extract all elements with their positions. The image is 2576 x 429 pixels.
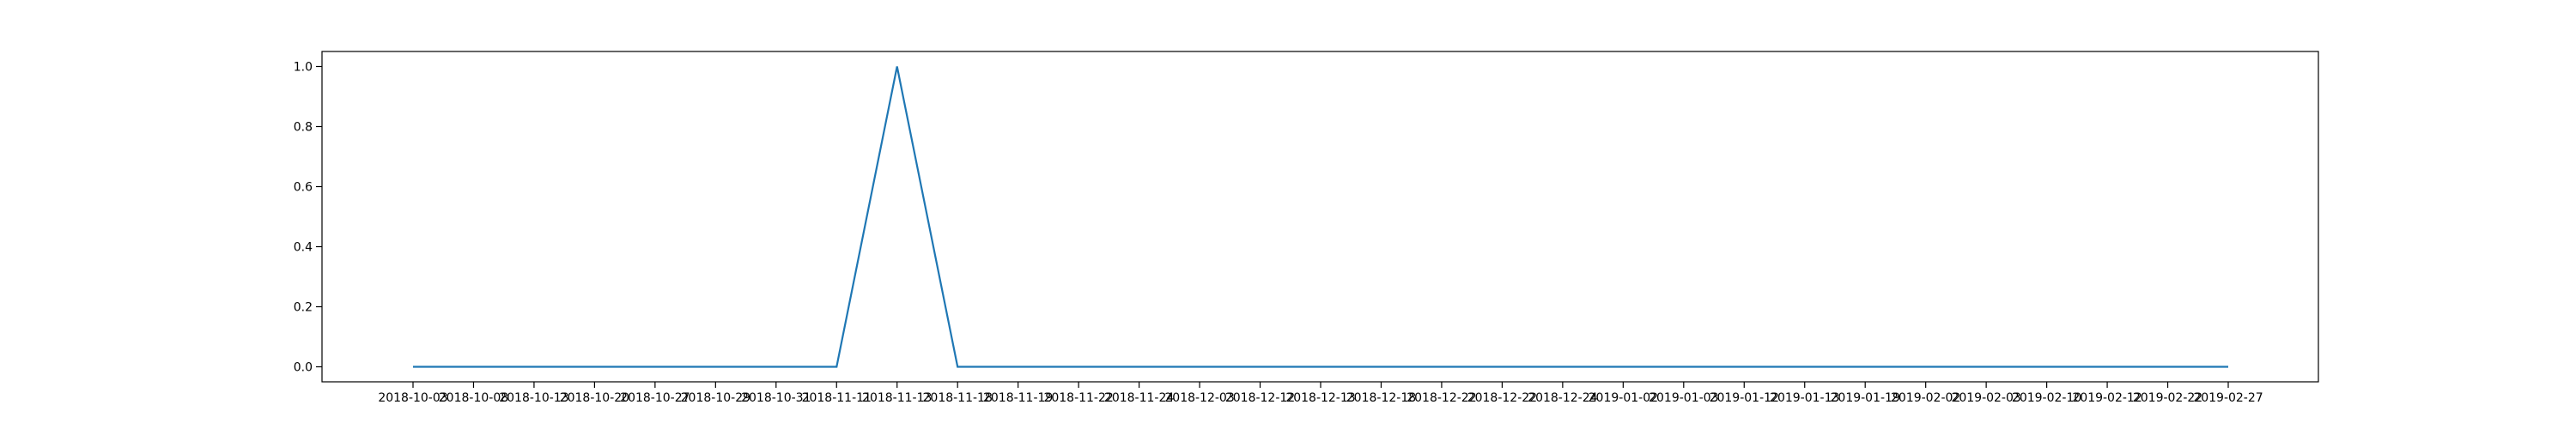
x-tick-label: 2019-02-10 [2012, 391, 2081, 405]
x-tick-label: 2019-02-22 [2133, 391, 2202, 405]
x-tick-label: 2019-01-12 [1710, 391, 1779, 405]
x-tick-label: 2019-02-27 [2193, 391, 2263, 405]
y-tick-label: 0.0 [294, 361, 313, 375]
x-tick-label: 2018-12-22 [1467, 391, 1537, 405]
x-tick-label: 2018-12-13 [1285, 391, 1355, 405]
y-tick-label: 1.0 [294, 61, 313, 75]
x-tick-label: 2019-02-02 [1891, 391, 1960, 405]
x-axis: 2018-10-032018-10-082018-10-132018-10-20… [378, 382, 2263, 405]
x-tick-label: 2018-10-08 [439, 391, 508, 405]
x-tick-label: 2018-11-18 [923, 391, 993, 405]
x-tick-label: 2019-02-12 [2072, 391, 2142, 405]
x-tick-label: 2018-11-11 [802, 391, 872, 405]
x-tick-label: 2019-01-19 [1831, 391, 1900, 405]
x-tick-label: 2018-11-19 [983, 391, 1053, 405]
y-tick-label: 0.2 [294, 301, 313, 315]
series-layer [413, 66, 2228, 368]
x-tick-label: 2018-11-24 [1104, 391, 1174, 405]
x-tick-label: 2019-02-03 [1951, 391, 2020, 405]
x-tick-label: 2018-12-18 [1346, 391, 1416, 405]
series-line [413, 66, 2228, 368]
x-tick-label: 2018-10-13 [499, 391, 568, 405]
plot-frame [321, 51, 2319, 383]
x-tick-label: 2018-12-22 [1406, 391, 1476, 405]
plot-area [322, 51, 2318, 382]
y-tick-label: 0.6 [294, 181, 313, 195]
x-tick-label: 2018-12-12 [1225, 391, 1295, 405]
x-tick-label: 2019-01-13 [1770, 391, 1839, 405]
x-tick-label: 2019-01-02 [1589, 391, 1658, 405]
x-tick-label: 2019-01-03 [1649, 391, 1718, 405]
x-tick-label: 2018-10-29 [681, 391, 750, 405]
x-tick-label: 2018-10-20 [560, 391, 629, 405]
x-tick-label: 2018-12-24 [1528, 391, 1597, 405]
x-tick-label: 2018-11-13 [862, 391, 932, 405]
x-tick-label: 2018-10-31 [741, 391, 811, 405]
y-tick-label: 0.8 [294, 121, 313, 135]
x-tick-label: 2018-10-27 [620, 391, 690, 405]
x-tick-label: 2018-11-22 [1043, 391, 1113, 405]
x-tick-label: 2018-10-03 [378, 391, 447, 405]
y-axis: 0.0 0.2 0.4 0.6 0.8 1.0 [294, 61, 322, 375]
x-tick-label: 2018-12-03 [1164, 391, 1234, 405]
y-tick-label: 0.4 [294, 241, 313, 255]
